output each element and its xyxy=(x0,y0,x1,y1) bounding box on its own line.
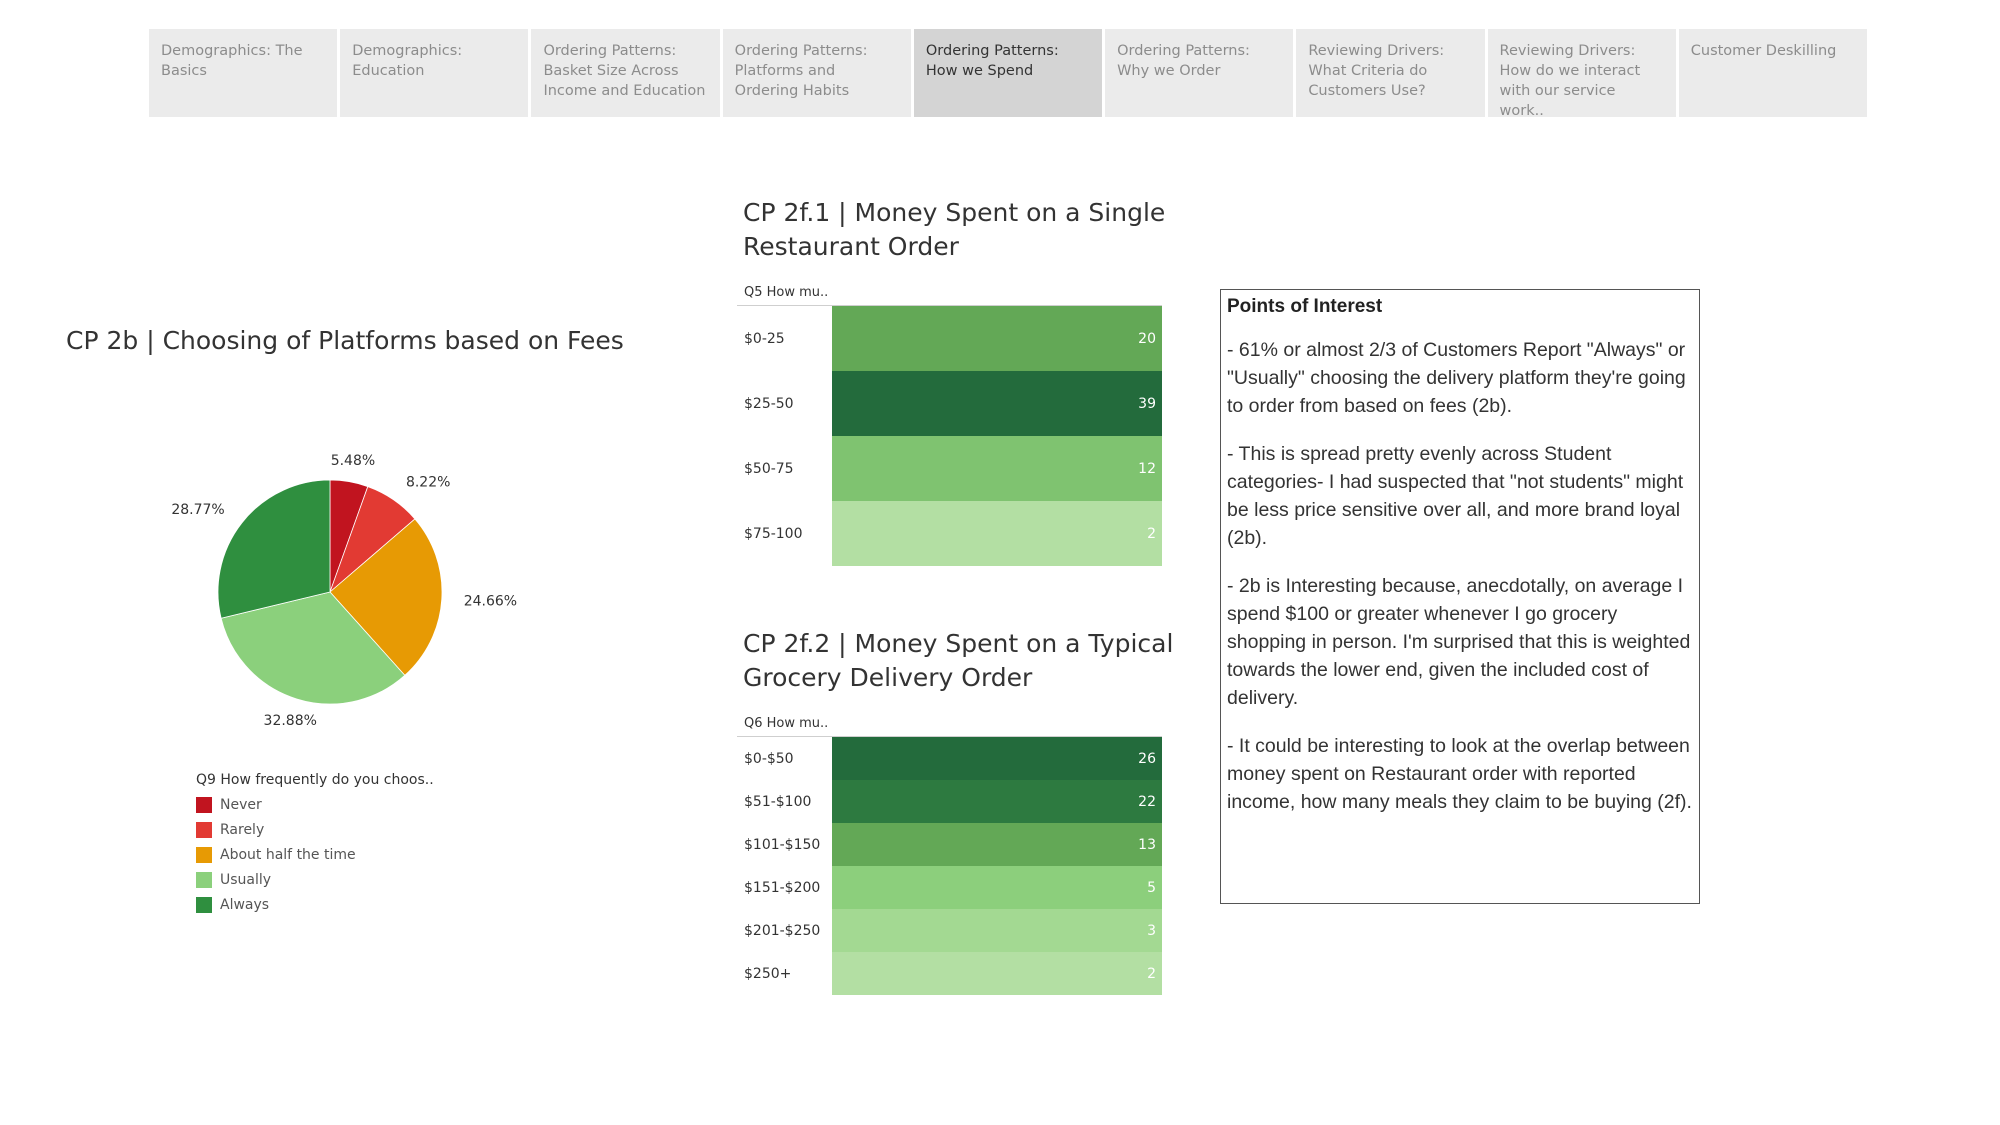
tab-criteria[interactable]: Reviewing Drivers: What Criteria do Cust… xyxy=(1296,29,1488,117)
grocery-category-label: $101-$150 xyxy=(744,836,821,853)
legend-title: Q9 How frequently do you choos.. xyxy=(196,772,434,788)
restaurant-value-cell[interactable]: 12 xyxy=(832,436,1162,501)
tab-how-we-spend[interactable]: Ordering Patterns: How we Spend xyxy=(913,29,1106,117)
restaurant-category-label: $75-100 xyxy=(744,525,803,542)
grocery-value-cell[interactable]: 3 xyxy=(832,909,1162,952)
grocery-category-label: $201-$250 xyxy=(744,922,821,939)
legend-swatch xyxy=(196,796,212,813)
poi-paragraph-1: - 61% or almost 2/3 of Customers Report … xyxy=(1227,339,1686,417)
restaurant-value-cell[interactable]: 39 xyxy=(832,371,1162,436)
legend-item-about-half-the-time[interactable]: About half the time xyxy=(196,842,434,867)
legend-swatch xyxy=(196,821,212,838)
legend-label: Always xyxy=(220,896,270,913)
grocery-chart-title: CP 2f.2 | Money Spent on a Typical Groce… xyxy=(743,629,1174,692)
restaurant-value-cell[interactable]: 20 xyxy=(832,306,1162,371)
restaurant-value-label: 2 xyxy=(1147,525,1156,542)
restaurant-value-cell[interactable]: 2 xyxy=(832,501,1162,566)
restaurant-value-label: 39 xyxy=(1138,395,1156,412)
tab-platforms-habits[interactable]: Ordering Patterns: Platforms and Orderin… xyxy=(722,29,914,117)
restaurant-rows: $0-25 20 $25-50 39 $50-75 12 $75-100 2 xyxy=(737,306,1162,566)
pie-chart: 5.48% 8.22% 24.66% 32.88% 28.77% xyxy=(171,453,517,729)
pie-slice-usually[interactable] xyxy=(220,591,406,705)
restaurant-value-label: 12 xyxy=(1138,460,1156,477)
pie-label-never: 5.48% xyxy=(331,453,375,469)
grocery-value-cell[interactable]: 5 xyxy=(832,866,1162,909)
restaurant-category-label: $50-75 xyxy=(744,460,794,477)
tab-service-work[interactable]: Reviewing Drivers: How do we interact wi… xyxy=(1487,29,1679,117)
legend-label: Never xyxy=(220,796,262,813)
grocery-category-label: $51-$100 xyxy=(744,793,812,810)
tab-why-we-order[interactable]: Ordering Patterns: Why we Order xyxy=(1105,29,1297,117)
grocery-row[interactable]: $250+ 2 xyxy=(737,952,1162,995)
grocery-value-cell[interactable]: 2 xyxy=(832,952,1162,995)
legend-swatch xyxy=(196,846,212,863)
grocery-category-label: $250+ xyxy=(744,965,792,982)
restaurant-chart-header: Q5 How mu.. xyxy=(737,281,1162,306)
restaurant-category-label: $0-25 xyxy=(744,330,785,347)
grocery-row[interactable]: $101-$150 13 xyxy=(737,823,1162,866)
grocery-value-cell[interactable]: 22 xyxy=(832,780,1162,823)
legend-swatch xyxy=(196,871,212,888)
legend-item-usually[interactable]: Usually xyxy=(196,867,434,892)
restaurant-category-label: $25-50 xyxy=(744,395,794,412)
grocery-row[interactable]: $0-$50 26 xyxy=(737,737,1162,780)
grocery-rows: $0-$50 26 $51-$100 22 $101-$150 13 $151-$200 5 $… xyxy=(737,737,1162,995)
restaurant-spend-chart: Q5 How mu.. $0-25 20 $25-50 39 $50-75 12 $75-1… xyxy=(737,281,1162,566)
grocery-value-label: 2 xyxy=(1147,965,1156,982)
grocery-value-label: 3 xyxy=(1147,922,1156,939)
restaurant-row[interactable]: $25-50 39 xyxy=(737,371,1162,436)
grocery-category-label: $151-$200 xyxy=(744,879,821,896)
grocery-category-label: $0-$50 xyxy=(744,750,794,767)
tab-demographics-education[interactable]: Demographics: Education xyxy=(340,29,532,117)
grocery-value-label: 22 xyxy=(1138,793,1156,810)
grocery-value-label: 26 xyxy=(1138,750,1156,767)
points-of-interest-box: Points of Interest - 61% or almost 2/3 o… xyxy=(1220,289,1700,904)
pie-label-usually: 32.88% xyxy=(264,713,317,729)
pie-label-about-half-the-time: 24.66% xyxy=(464,594,517,610)
restaurant-value-label: 20 xyxy=(1138,330,1156,347)
restaurant-chart-title: CP 2f.1 | Money Spent on a Single Restau… xyxy=(743,198,1166,261)
pie-slice-always[interactable] xyxy=(217,479,331,619)
pie-chart-title: CP 2b | Choosing of Platforms based on F… xyxy=(66,326,624,355)
pie-label-always: 28.77% xyxy=(171,502,224,518)
grocery-value-cell[interactable]: 26 xyxy=(832,737,1162,780)
legend-item-rarely[interactable]: Rarely xyxy=(196,817,434,842)
tab-customer-deskilling[interactable]: Customer Deskilling xyxy=(1678,29,1867,117)
pie-label-rarely: 8.22% xyxy=(406,475,450,491)
legend-swatch xyxy=(196,896,212,913)
poi-paragraph-3: - 2b is Interesting because, anecdotally… xyxy=(1227,575,1691,709)
grocery-row[interactable]: $151-$200 5 xyxy=(737,866,1162,909)
poi-paragraph-4: - It could be interesting to look at the… xyxy=(1227,735,1692,813)
grocery-row[interactable]: $201-$250 3 xyxy=(737,909,1162,952)
legend-items: Never Rarely About half the time Usually Alw… xyxy=(196,792,434,917)
legend-label: Usually xyxy=(220,871,272,888)
grocery-chart-header: Q6 How mu.. xyxy=(737,712,1162,737)
poi-paragraph-2: - This is spread pretty evenly across St… xyxy=(1227,443,1684,549)
tab-basket-size[interactable]: Ordering Patterns: Basket Size Across In… xyxy=(531,29,723,117)
tab-demographics-basics[interactable]: Demographics: The Basics xyxy=(149,29,341,117)
grocery-row[interactable]: $51-$100 22 xyxy=(737,780,1162,823)
legend-item-always[interactable]: Always xyxy=(196,892,434,917)
legend-label: About half the time xyxy=(220,846,356,863)
pie-slice-about-half-the-time[interactable] xyxy=(329,518,443,676)
poi-title: Points of Interest xyxy=(1227,296,1383,317)
restaurant-row[interactable]: $0-25 20 xyxy=(737,306,1162,371)
dashboard-tabs: Demographics: The Basics Demographics: E… xyxy=(149,29,1867,117)
grocery-value-label: 13 xyxy=(1138,836,1156,853)
legend-item-never[interactable]: Never xyxy=(196,792,434,817)
grocery-value-cell[interactable]: 13 xyxy=(832,823,1162,866)
grocery-value-label: 5 xyxy=(1147,879,1156,896)
restaurant-row[interactable]: $50-75 12 xyxy=(737,436,1162,501)
legend-label: Rarely xyxy=(220,821,265,838)
grocery-spend-chart: Q6 How mu.. $0-$50 26 $51-$100 22 $101-$150 1… xyxy=(737,712,1162,995)
pie-legend: Q9 How frequently do you choos.. Never Ra… xyxy=(196,772,434,917)
restaurant-row[interactable]: $75-100 2 xyxy=(737,501,1162,566)
